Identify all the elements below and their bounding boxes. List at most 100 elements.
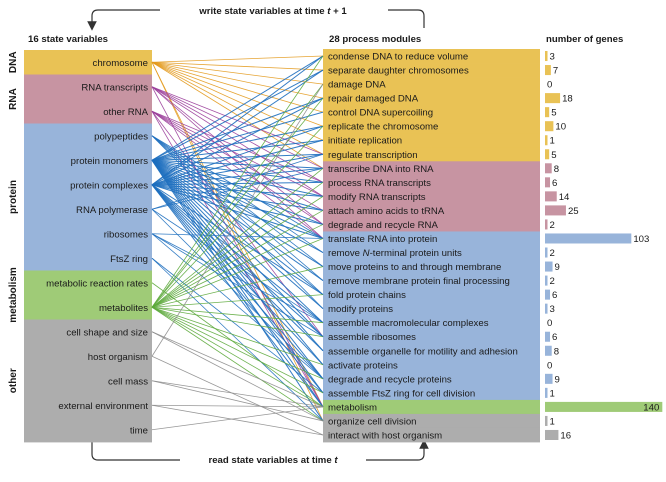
gene-count-regulate-transcription: 5	[551, 150, 556, 161]
gene-count-modify-proteins: 3	[550, 304, 555, 315]
module-band-assemble-ftsz-ring-for-cell-division	[323, 385, 540, 401]
state-variable-ribosomes: ribosomes	[104, 229, 148, 240]
module-assemble-ftsz-ring-for-cell-division: assemble FtsZ ring for cell division	[328, 388, 475, 399]
gene-count-modify-rna-transcripts: 14	[559, 192, 570, 203]
connection-protein-monomers-to-assemble-ribosomes	[151, 159, 324, 338]
category-label-protein: protein	[8, 180, 19, 214]
connection-metabolites-to-degrade-and-recycle-rna	[151, 224, 324, 308]
connection-chromosome-to-control-dna-supercoiling	[151, 61, 324, 113]
gene-bar-transcribe-dna-into-rna	[545, 163, 552, 174]
gene-count-condense-dna-to-reduce-volume: 3	[550, 52, 555, 63]
connection-protein-monomers-to-process-rna-transcripts	[151, 159, 324, 183]
gene-bar-assemble-ribosomes	[545, 331, 551, 342]
connection-protein-complexes-to-assemble-organelle-for-motility-and-adhesion	[151, 184, 324, 352]
connection-protein-complexes-to-process-rna-transcripts	[151, 181, 324, 186]
connection-external-environment-to-interact-with-host-organism	[151, 404, 324, 436]
module-move-proteins-to-and-through-membrane: move proteins to and through membrane	[328, 262, 501, 273]
connection-protein-monomers-to-assemble-macromolecular-complexes	[151, 159, 324, 324]
state-variable-metabolic-reaction-rates: metabolic reaction rates	[46, 278, 148, 289]
module-band-attach-amino-acids-to-trna	[323, 203, 540, 218]
connection-chromosome-to-replicate-the-chromosome	[151, 61, 324, 127]
state-variable-ftsz-ring: FtsZ ring	[110, 254, 148, 265]
connection-chromosome-to-damage-dna	[151, 61, 324, 85]
connection-metabolites-to-degrade-and-recycle-proteins	[151, 306, 324, 380]
gene-bar-attach-amino-acids-to-trna	[545, 205, 566, 216]
module-band-condense-dna-to-reduce-volume	[323, 49, 540, 64]
gene-count-control-dna-supercoiling: 5	[551, 108, 556, 119]
module-band-fold-protein-chains	[323, 287, 540, 303]
module-activate-proteins: activate proteins	[328, 360, 398, 371]
connection-host-organism-to-damage-dna	[151, 83, 324, 357]
connection-metabolites-to-repair-damaged-dna	[151, 97, 324, 308]
module-band-interact-with-host-organism	[323, 427, 540, 443]
module-band-damage-dna	[323, 77, 540, 92]
connection-external-environment-to-metabolism	[151, 404, 324, 408]
connection-metabolites-to-damage-dna	[151, 83, 324, 308]
module-assemble-organelle-for-motility-and-adhesion: assemble organelle for motility and adhe…	[328, 346, 518, 357]
gene-bar-fold-protein-chains	[545, 289, 551, 300]
module-condense-dna-to-reduce-volume: condense DNA to reduce volume	[328, 52, 468, 63]
connection-protein-monomers-to-control-dna-supercoiling	[151, 111, 324, 161]
module-band-control-dna-supercoiling	[323, 105, 540, 120]
connection-protein-monomers-to-repair-damaged-dna	[151, 97, 324, 161]
module-replicate-the-chromosome: replicate the chromosome	[328, 122, 438, 133]
state-variable-chromosome: chromosome	[93, 58, 148, 69]
state-variables-header: 16 state variables	[28, 34, 108, 45]
number-of-genes-header: number of genes	[546, 34, 623, 45]
connection-protein-monomers-to-degrade-and-recycle-rna	[151, 159, 324, 225]
connection-protein-complexes-to-degrade-and-recycle-proteins	[151, 184, 324, 380]
connection-protein-monomers-to-attach-amino-acids-to-trna	[151, 159, 324, 211]
gene-count-assemble-ribosomes: 6	[552, 332, 557, 343]
gene-bar-remove-n-terminal-protein-units	[545, 247, 548, 258]
state-variable-cell-shape-and-size: cell shape and size	[66, 327, 148, 338]
state-band-metabolites	[24, 295, 152, 320]
state-variable-polypeptides: polypeptides	[94, 131, 148, 142]
connection-metabolites-to-metabolism	[151, 306, 324, 408]
process-module-list: condense DNA to reduce volume separate da…	[328, 52, 518, 442]
connection-protein-monomers-to-remove-n-terminal-protein-units	[151, 159, 324, 253]
connection-metabolites-to-assemble-ribosomes	[151, 306, 324, 338]
connection-metabolites-to-translate-rna-into-protein	[151, 238, 324, 308]
state-band-ribosomes	[24, 221, 152, 247]
gene-bar-translate-rna-into-protein	[545, 233, 632, 244]
module-band-initiate-replication	[323, 133, 540, 148]
connection-protein-monomers-to-replicate-the-chromosome	[151, 125, 324, 161]
connection-rna-polymerase-to-transcribe-dna-into-rna	[151, 167, 324, 210]
state-band-ftsz-ring	[24, 246, 152, 271]
connection-lines	[151, 55, 324, 436]
module-band-replicate-the-chromosome	[323, 119, 540, 134]
state-band-chromosome	[24, 50, 152, 75]
state-variable-metabolites: metabolites	[99, 303, 148, 314]
gene-count-initiate-replication: 1	[550, 136, 555, 147]
state-variable-cell-mass: cell mass	[108, 376, 148, 387]
module-band-assemble-macromolecular-complexes	[323, 315, 540, 331]
gene-count-assemble-macromolecular-complexes: 0	[547, 318, 552, 329]
module-assemble-ribosomes: assemble ribosomes	[328, 332, 416, 343]
gene-count-assemble-ftsz-ring-for-cell-division: 1	[550, 388, 555, 399]
connection-polypeptides-to-remove-n-terminal-protein-units	[151, 135, 324, 253]
gene-count-remove-membrane-protein-final-processing: 2	[550, 276, 555, 287]
gene-count-separate-daughter-chromosomes: 7	[553, 66, 558, 77]
connection-host-organism-to-interact-with-host-organism	[151, 355, 324, 436]
module-repair-damaged-dna: repair damaged DNA	[328, 94, 419, 105]
connection-protein-monomers-to-transcribe-dna-into-rna	[151, 159, 324, 169]
category-labels: DNA RNA protein metabolism other	[8, 51, 19, 393]
connection-protein-complexes-to-initiate-replication	[151, 139, 324, 186]
connection-protein-complexes-to-degrade-and-recycle-rna	[151, 184, 324, 225]
gene-bar-remove-membrane-protein-final-processing	[545, 275, 548, 286]
module-band-process-rna-transcripts	[323, 175, 540, 190]
connection-protein-complexes-to-activate-proteins	[151, 184, 324, 366]
background-bands	[24, 49, 540, 443]
connection-protein-monomers-to-assemble-ftsz-ring-for-cell-division	[151, 159, 324, 394]
connection-protein-complexes-to-condense-dna-to-reduce-volume	[151, 55, 324, 186]
connection-protein-monomers-to-separate-daughter-chromosomes	[151, 69, 324, 161]
connection-protein-complexes-to-separate-daughter-chromosomes	[151, 69, 324, 186]
gene-count-degrade-and-recycle-proteins: 9	[555, 374, 560, 385]
state-variable-protein-monomers: protein monomers	[71, 156, 149, 167]
module-band-degrade-and-recycle-rna	[323, 217, 540, 232]
gene-count-process-rna-transcripts: 6	[552, 178, 557, 189]
module-band-metabolism	[323, 399, 540, 415]
module-translate-rna-into-protein: translate RNA into protein	[328, 234, 437, 245]
module-modify-rna-transcripts: modify RNA transcripts	[328, 192, 426, 203]
